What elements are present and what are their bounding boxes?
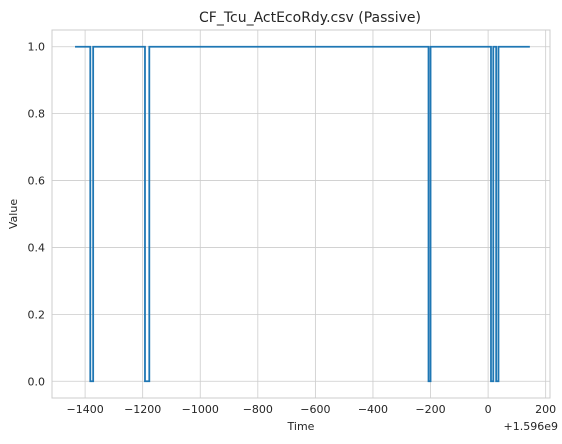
grid [52, 30, 550, 398]
x-offset-label: +1.596e9 [504, 420, 558, 433]
y-tick-label: 0.2 [28, 308, 46, 321]
series-line [75, 45, 530, 383]
plot-frame [51, 29, 551, 399]
x-tick-label: −600 [300, 403, 330, 416]
x-tick-label: −1200 [124, 403, 161, 416]
y-tick-label: 0.4 [28, 241, 46, 254]
chart-title: CF_Tcu_ActEcoRdy.csv (Passive) [199, 10, 421, 26]
y-tick-label: 0.0 [28, 375, 46, 388]
x-tick-label: 0 [485, 403, 492, 416]
x-tick-label: −800 [243, 403, 273, 416]
x-tick-label: −1000 [182, 403, 219, 416]
y-tick-label: 0.6 [28, 175, 46, 188]
y-tick-label: 0.8 [28, 108, 46, 121]
x-tick-label: 200 [535, 403, 556, 416]
y-axis-label: Value [7, 199, 20, 229]
x-tick-labels: −1400 −1200 −1000 −800 −600 −400 −200 0 200 [66, 403, 556, 416]
x-axis-label: Time [287, 420, 315, 433]
x-tick-label: −200 [415, 403, 445, 416]
x-tick-label: −1400 [66, 403, 103, 416]
y-tick-label: 1.0 [28, 41, 46, 54]
y-tick-labels: 0.0 0.2 0.4 0.6 0.8 1.0 [28, 41, 46, 389]
x-tick-label: −400 [358, 403, 388, 416]
